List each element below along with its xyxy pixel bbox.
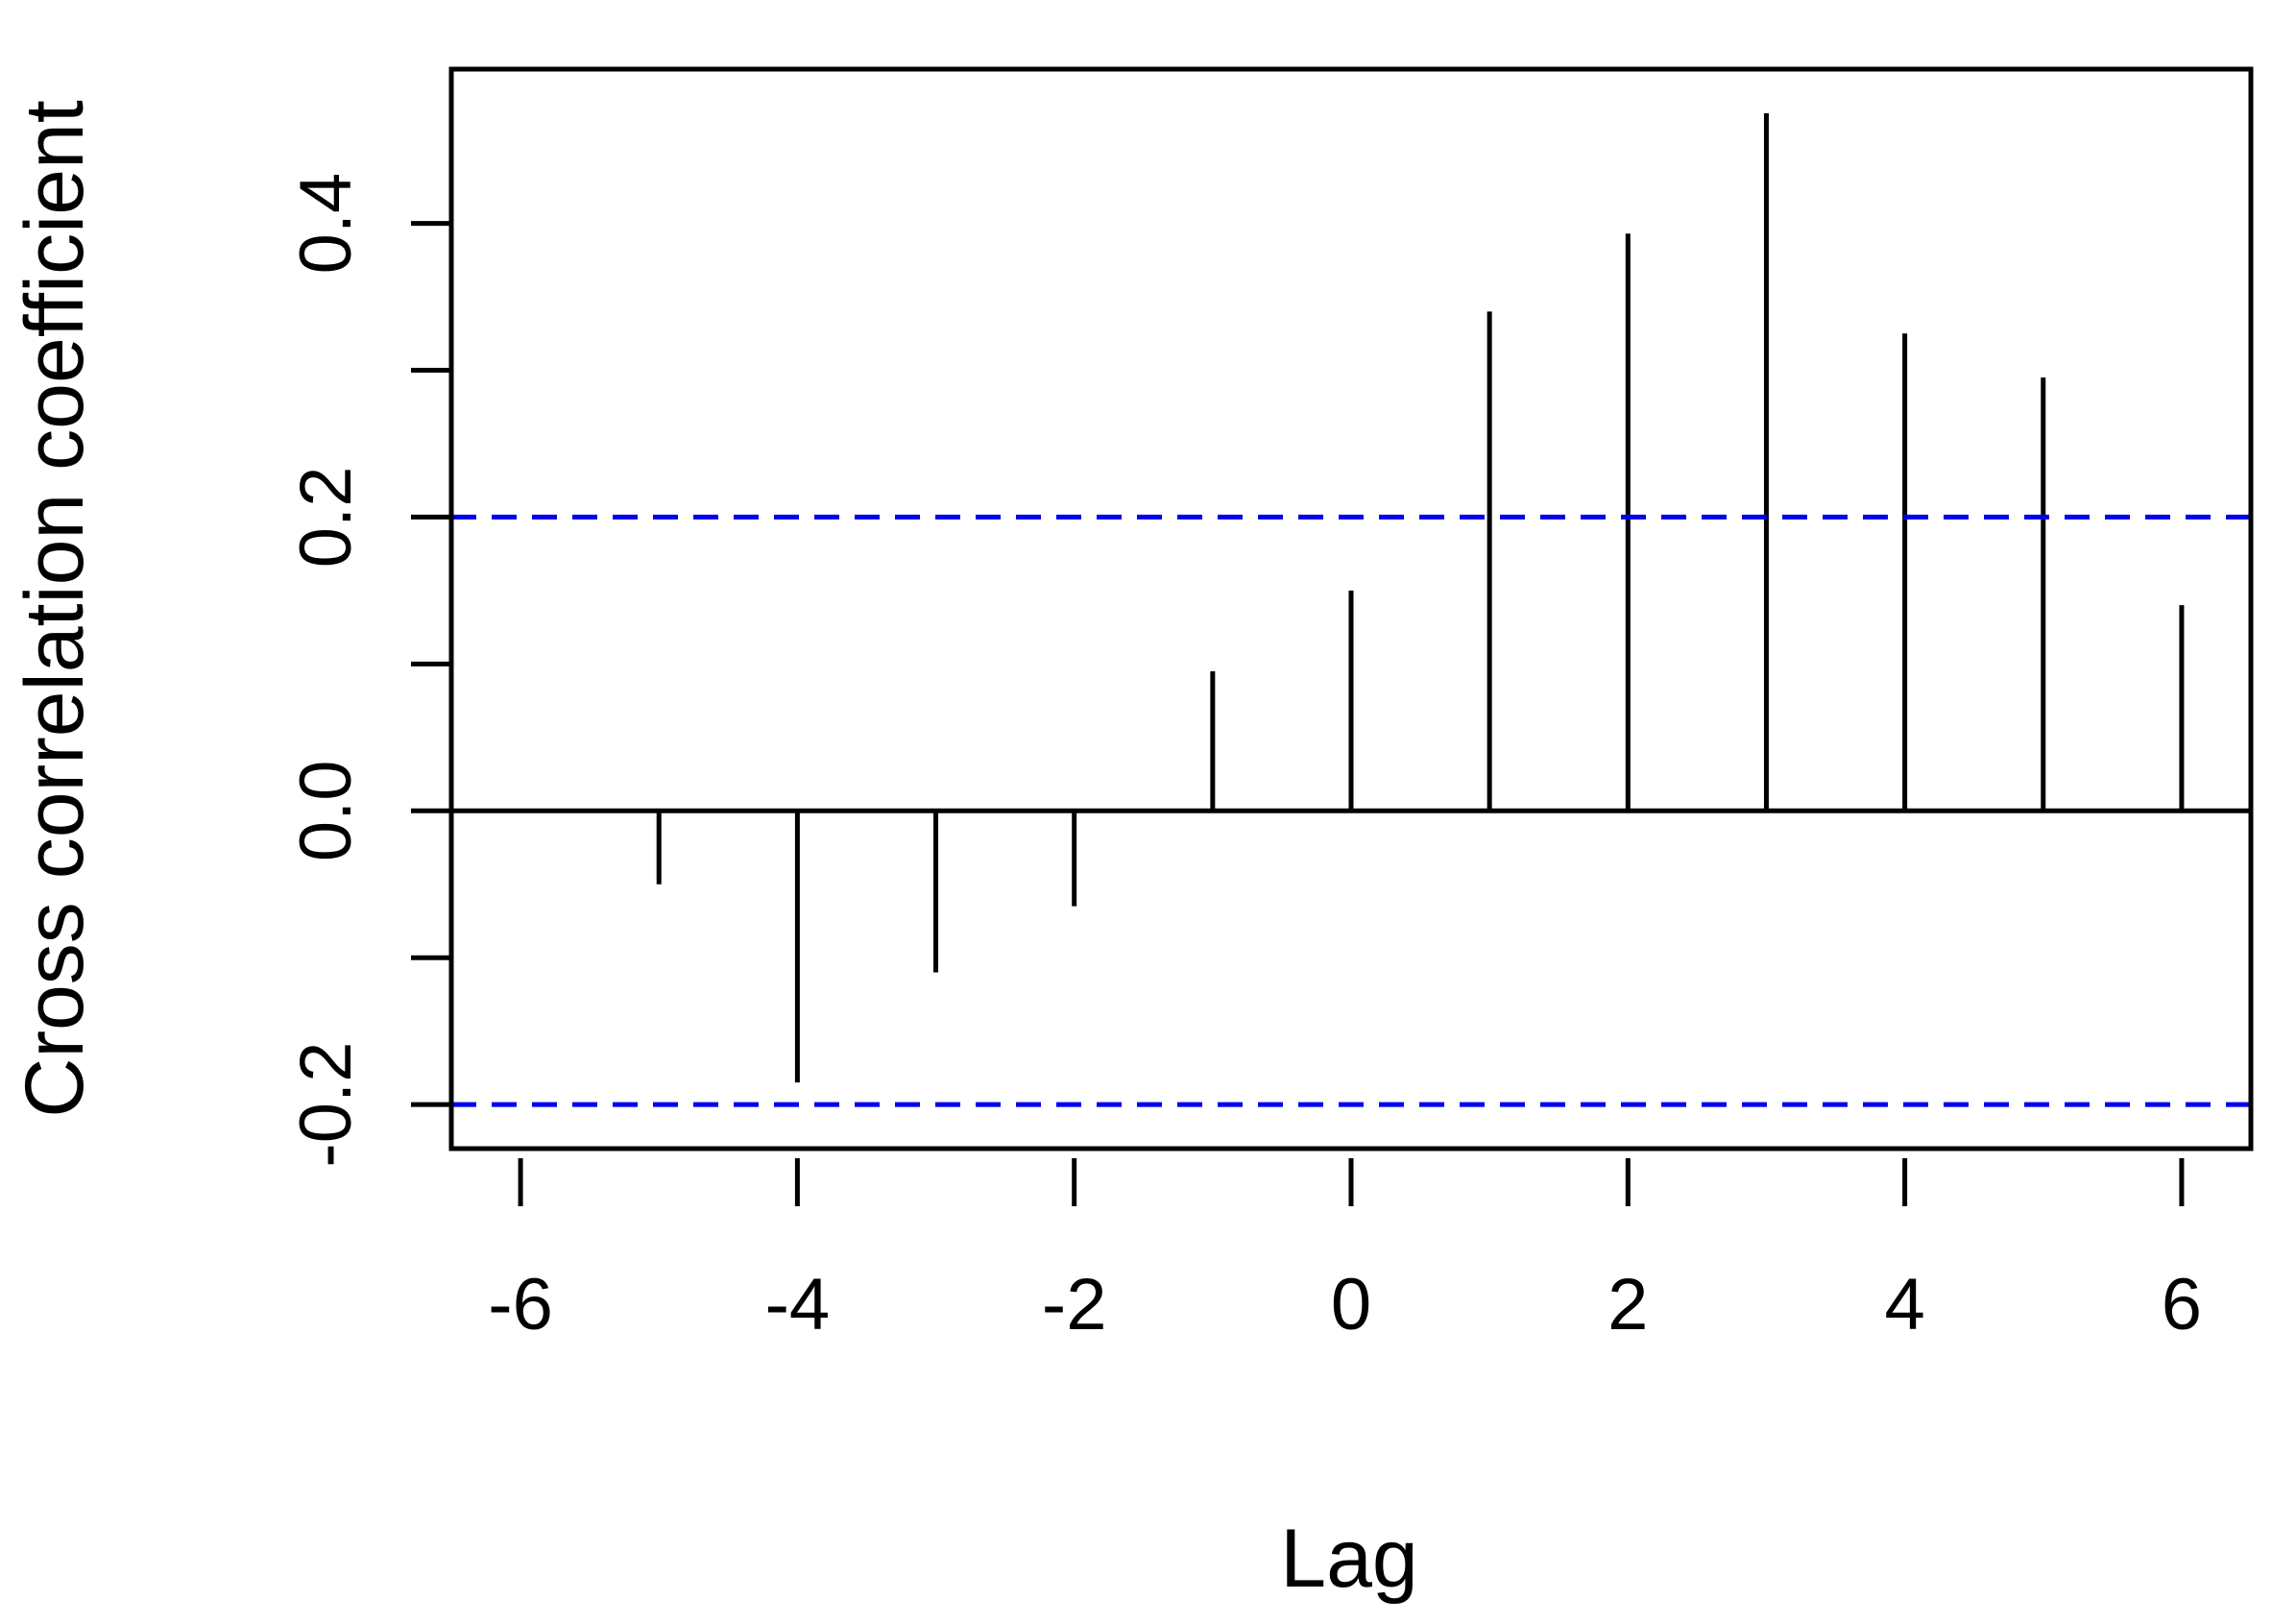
x-tick-label: 0 [1331, 1264, 1371, 1345]
y-tick-label: -0.2 [285, 1042, 367, 1168]
y-tick-label: 0.0 [285, 760, 367, 861]
x-tick-label: -2 [1042, 1264, 1107, 1345]
x-tick-label: -4 [765, 1264, 831, 1345]
y-tick-label: 0.2 [285, 467, 367, 569]
x-tick-label: 6 [2162, 1264, 2202, 1345]
x-axis-title: Lag [1280, 1513, 1418, 1605]
bars-layer [656, 112, 2185, 1083]
x-axis: -6 -4 -2 0 2 4 6 [488, 1158, 2202, 1345]
x-tick-label: 4 [1884, 1264, 1924, 1345]
y-tick-label: 0.4 [285, 173, 367, 275]
x-tick-label: -6 [488, 1264, 553, 1345]
confidence-bounds-layer [451, 514, 2251, 1107]
y-axis: -0.2 0.0 0.2 0.4 [285, 173, 451, 1168]
x-tick-label: 2 [1607, 1264, 1648, 1345]
plot-frame [448, 66, 2254, 1151]
y-axis-title: Cross correlation coefficient [9, 100, 101, 1118]
